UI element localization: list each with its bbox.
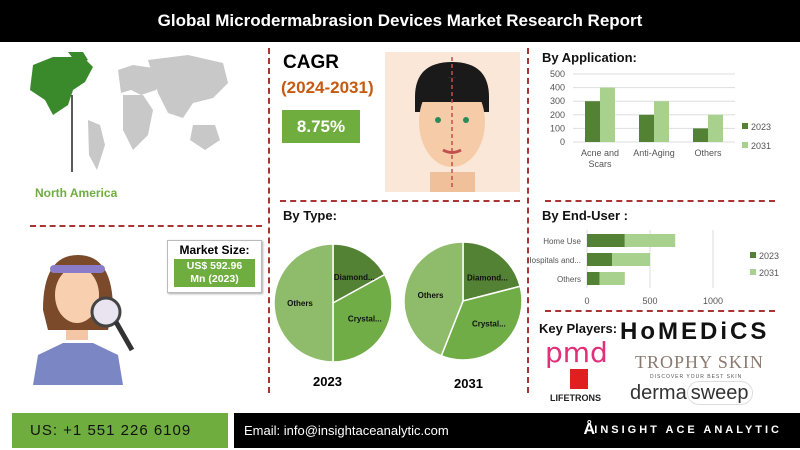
by-end-user-title: By End-User : — [542, 208, 628, 223]
pie-label: Crystal... — [472, 320, 506, 329]
market-size-title: Market Size: — [179, 243, 250, 257]
pie-slice-diamond — [462, 241, 522, 302]
by-type-title: By Type: — [283, 208, 337, 223]
brand-name: INSIGHT ACE ANALYTIC — [594, 424, 782, 436]
lifetrons-logo-mark — [570, 369, 588, 389]
bar-2023 — [693, 128, 708, 142]
contact-banner: Email: info@insightaceanalytic.com INSIG… — [234, 413, 800, 448]
bar-2023 — [587, 234, 625, 247]
bar-2023 — [587, 272, 600, 285]
trophy-skin-tagline: DISCOVER YOUR BEST SKIN — [650, 374, 743, 380]
y-tick-label: 300 — [550, 96, 565, 106]
x-tick-label: Anti-Aging — [633, 148, 675, 158]
report-header: Global Microdermabrasion Devices Market … — [0, 0, 800, 42]
bar-2031 — [600, 87, 615, 142]
woman-magnifier-icon — [33, 255, 135, 385]
x-tick-label: Others — [694, 148, 722, 158]
lifetrons-logo: LIFETRONS — [550, 393, 601, 403]
pie-label-2031: 2031 — [454, 376, 483, 391]
brand-logo-icon: Å — [583, 421, 595, 438]
bar-2031 — [612, 253, 650, 266]
legend-swatch — [750, 252, 756, 258]
email-link[interactable]: Email: info@insightaceanalytic.com — [244, 423, 449, 438]
pie-slice-others — [273, 243, 334, 363]
pie-slice-crystal — [332, 273, 393, 363]
face-skin-icon — [385, 52, 520, 192]
legend-swatch — [750, 269, 756, 275]
phone-number[interactable]: US: +1 551 226 6109 — [30, 422, 192, 439]
y-tick-label: 0 — [560, 137, 565, 147]
region-label: North America — [35, 186, 118, 200]
y-tick-label: 100 — [550, 123, 565, 133]
x-tick-label: 1000 — [703, 296, 723, 306]
legend-label: 2023 — [751, 122, 771, 132]
cagr-value: 8.75% — [282, 110, 360, 143]
pie-label: Diamond... — [334, 273, 375, 282]
trophy-skin-logo: TROPHY SKIN — [635, 352, 764, 372]
legend-label: 2023 — [759, 251, 779, 261]
bar-2023 — [639, 114, 654, 142]
divider — [545, 310, 775, 312]
pie-label: Diamond... — [467, 273, 508, 282]
bar-2031 — [654, 101, 669, 142]
x-tick-label: Acne and — [581, 148, 619, 158]
end-user-bar-chart: 0 500 1000 Home Use Hospitals and... Others 20… — [530, 230, 779, 306]
x-tick-label: 500 — [642, 296, 657, 306]
cagr-period: (2024-2031) — [281, 78, 374, 97]
pie-slice-others — [403, 241, 464, 357]
x-tick-label: 0 — [584, 296, 589, 306]
bar-2031 — [708, 114, 723, 142]
phone-banner: US: +1 551 226 6109 — [12, 413, 228, 448]
y-tick-label: 400 — [550, 83, 565, 93]
y-tick-label: Home Use — [543, 237, 581, 246]
pmd-logo: pmd — [545, 336, 608, 369]
legend-swatch — [742, 142, 748, 148]
bar-2031 — [624, 234, 676, 247]
pie-slice-crystal — [440, 285, 523, 361]
y-tick-label: 500 — [550, 69, 565, 79]
pie-slice-diamond — [332, 243, 386, 305]
type-pie-charts: Diamond... Crystal... Others Diamond... Crys… — [273, 241, 523, 363]
x-tick-label: Scars — [588, 159, 612, 169]
y-tick-label: 200 — [550, 110, 565, 120]
by-application-title: By Application: — [542, 50, 637, 65]
bar-2023 — [587, 253, 613, 266]
divider — [268, 48, 270, 393]
report-title: Global Microdermabrasion Devices Market … — [157, 11, 643, 30]
pie-label-2023: 2023 — [313, 374, 342, 389]
legend-label: 2031 — [751, 141, 771, 151]
bar-2023 — [585, 101, 600, 142]
pie-label: Crystal... — [348, 314, 382, 323]
divider — [30, 225, 262, 227]
cagr-title: CAGR — [283, 52, 339, 73]
y-tick-label: Others — [557, 275, 581, 284]
legend-swatch — [742, 123, 748, 129]
divider — [545, 200, 775, 202]
dermasweep-logo: derma sweep — [630, 381, 753, 405]
divider — [280, 200, 520, 202]
market-size-card: Market Size: US$ 592.96 Mn (2023) — [167, 240, 262, 293]
y-tick-label: Hospitals and... — [530, 256, 581, 265]
market-size-year: Mn (2023) — [190, 273, 239, 285]
pie-label: Others — [418, 291, 444, 300]
world-map-icon — [30, 52, 228, 172]
pie-label: Others — [287, 299, 313, 308]
market-size-value: US$ 592.96 — [186, 260, 243, 272]
divider — [527, 48, 529, 393]
homedics-logo: HoMEDiCS — [620, 318, 770, 345]
key-players-title: Key Players: — [539, 321, 618, 336]
bar-2031 — [599, 272, 625, 285]
legend-label: 2031 — [759, 268, 779, 278]
